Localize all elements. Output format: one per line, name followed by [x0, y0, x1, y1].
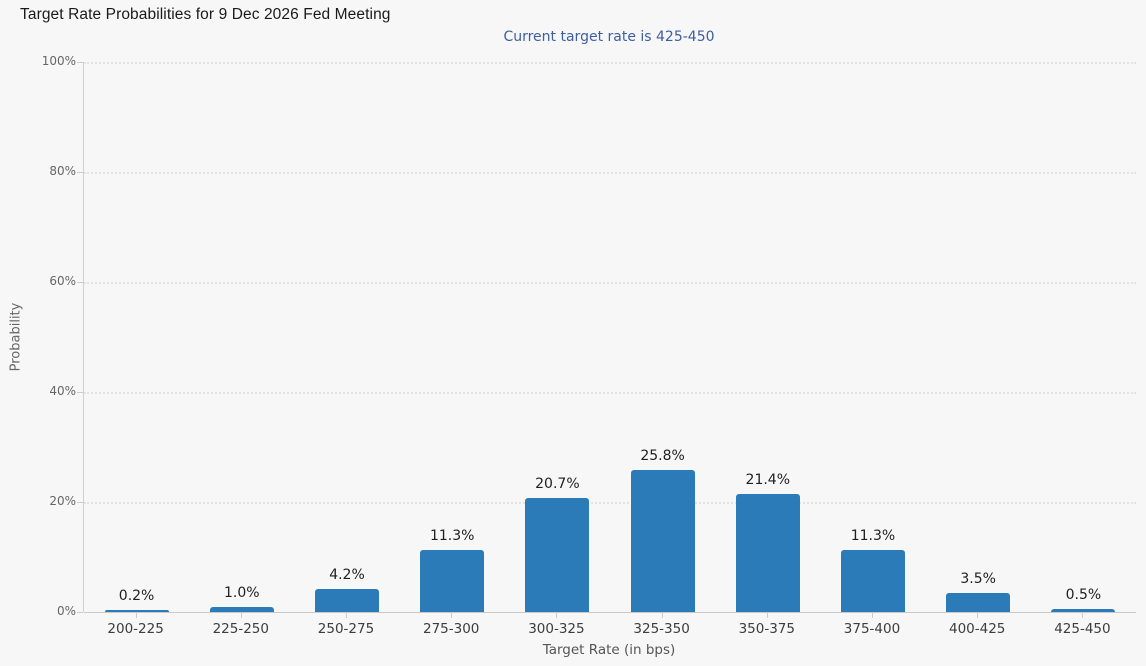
bar-225-250[interactable] [209, 606, 274, 612]
chart-subtitle: Current target rate is 425-450 [503, 29, 715, 45]
x-tick-mark [556, 613, 558, 618]
y-axis-title: Probability [8, 302, 24, 372]
bar-300-325[interactable] [525, 498, 590, 612]
x-category-label: 300-325 [528, 621, 585, 637]
x-tick-mark [977, 613, 979, 618]
gridline-20 [84, 502, 1136, 504]
x-category-label: 375-400 [843, 621, 901, 637]
x-tick-mark [766, 613, 768, 618]
y-tick-mark [77, 612, 83, 613]
x-category-label: 325-350 [633, 621, 690, 637]
x-tick-mark [240, 613, 242, 618]
x-tick-mark [1082, 613, 1084, 618]
bar-200-225[interactable] [104, 610, 169, 612]
gridline-80 [84, 172, 1136, 174]
bar-400-425[interactable] [946, 592, 1011, 612]
x-tick-mark [872, 613, 873, 618]
x-category-label: 350-375 [738, 621, 795, 637]
y-tick-mark [77, 392, 83, 393]
x-tick-mark [346, 613, 347, 618]
bar-value-label: 25.8% [640, 448, 685, 465]
bar-250-275[interactable] [315, 588, 379, 612]
gridline-40 [84, 392, 1136, 394]
bar-value-label: 0.5% [1065, 587, 1102, 604]
x-axis-title: Target Rate (in bps) [542, 642, 676, 658]
bar-value-label: 0.2% [118, 588, 155, 604]
plot-area: 0.2% 1.0% 4.2% 11.3% 20.7% 25.8% 21.4% 11.3% 3.5… [83, 62, 1136, 613]
x-category-label: 250-275 [317, 621, 375, 637]
x-category-label: 425-450 [1054, 621, 1111, 637]
x-tick-mark [451, 613, 453, 618]
y-tick-mark [77, 172, 83, 173]
y-tick-label: 20% [49, 494, 76, 508]
y-tick-mark [77, 62, 83, 63]
x-tick-mark [661, 613, 663, 618]
bar-value-label: 3.5% [960, 570, 996, 587]
gridline-100 [84, 62, 1136, 64]
y-tick-label: 40% [49, 384, 76, 398]
gridline-60 [84, 282, 1136, 284]
x-category-label: 400-425 [948, 621, 1006, 637]
y-tick-label: 80% [49, 164, 76, 178]
y-tick-label: 60% [49, 274, 76, 288]
bar-275-300[interactable] [420, 549, 485, 612]
y-tick-label: 100% [41, 54, 76, 68]
bar-425-450[interactable] [1051, 609, 1116, 612]
y-tick-label: 0% [56, 604, 76, 618]
bar-value-label: 21.4% [745, 472, 791, 489]
bar-375-400[interactable] [841, 549, 905, 612]
y-tick-mark [77, 282, 83, 283]
x-tick-mark [135, 613, 137, 618]
bar-350-375[interactable] [735, 494, 800, 612]
bar-325-350[interactable] [630, 470, 695, 612]
bar-value-label: 11.3% [850, 527, 896, 544]
x-category-label: 225-250 [212, 621, 269, 637]
x-axis-line [84, 612, 1136, 613]
bar-value-label: 4.2% [329, 566, 365, 583]
x-category-label: 200-225 [107, 621, 164, 637]
bar-value-label: 1.0% [223, 584, 260, 601]
chart-title: Target Rate Probabilities for 9 Dec 2026… [20, 6, 391, 23]
x-category-label: 275-300 [422, 621, 480, 637]
y-tick-mark [77, 502, 83, 503]
bar-value-label: 20.7% [535, 476, 580, 493]
bar-value-label: 11.3% [429, 527, 475, 544]
